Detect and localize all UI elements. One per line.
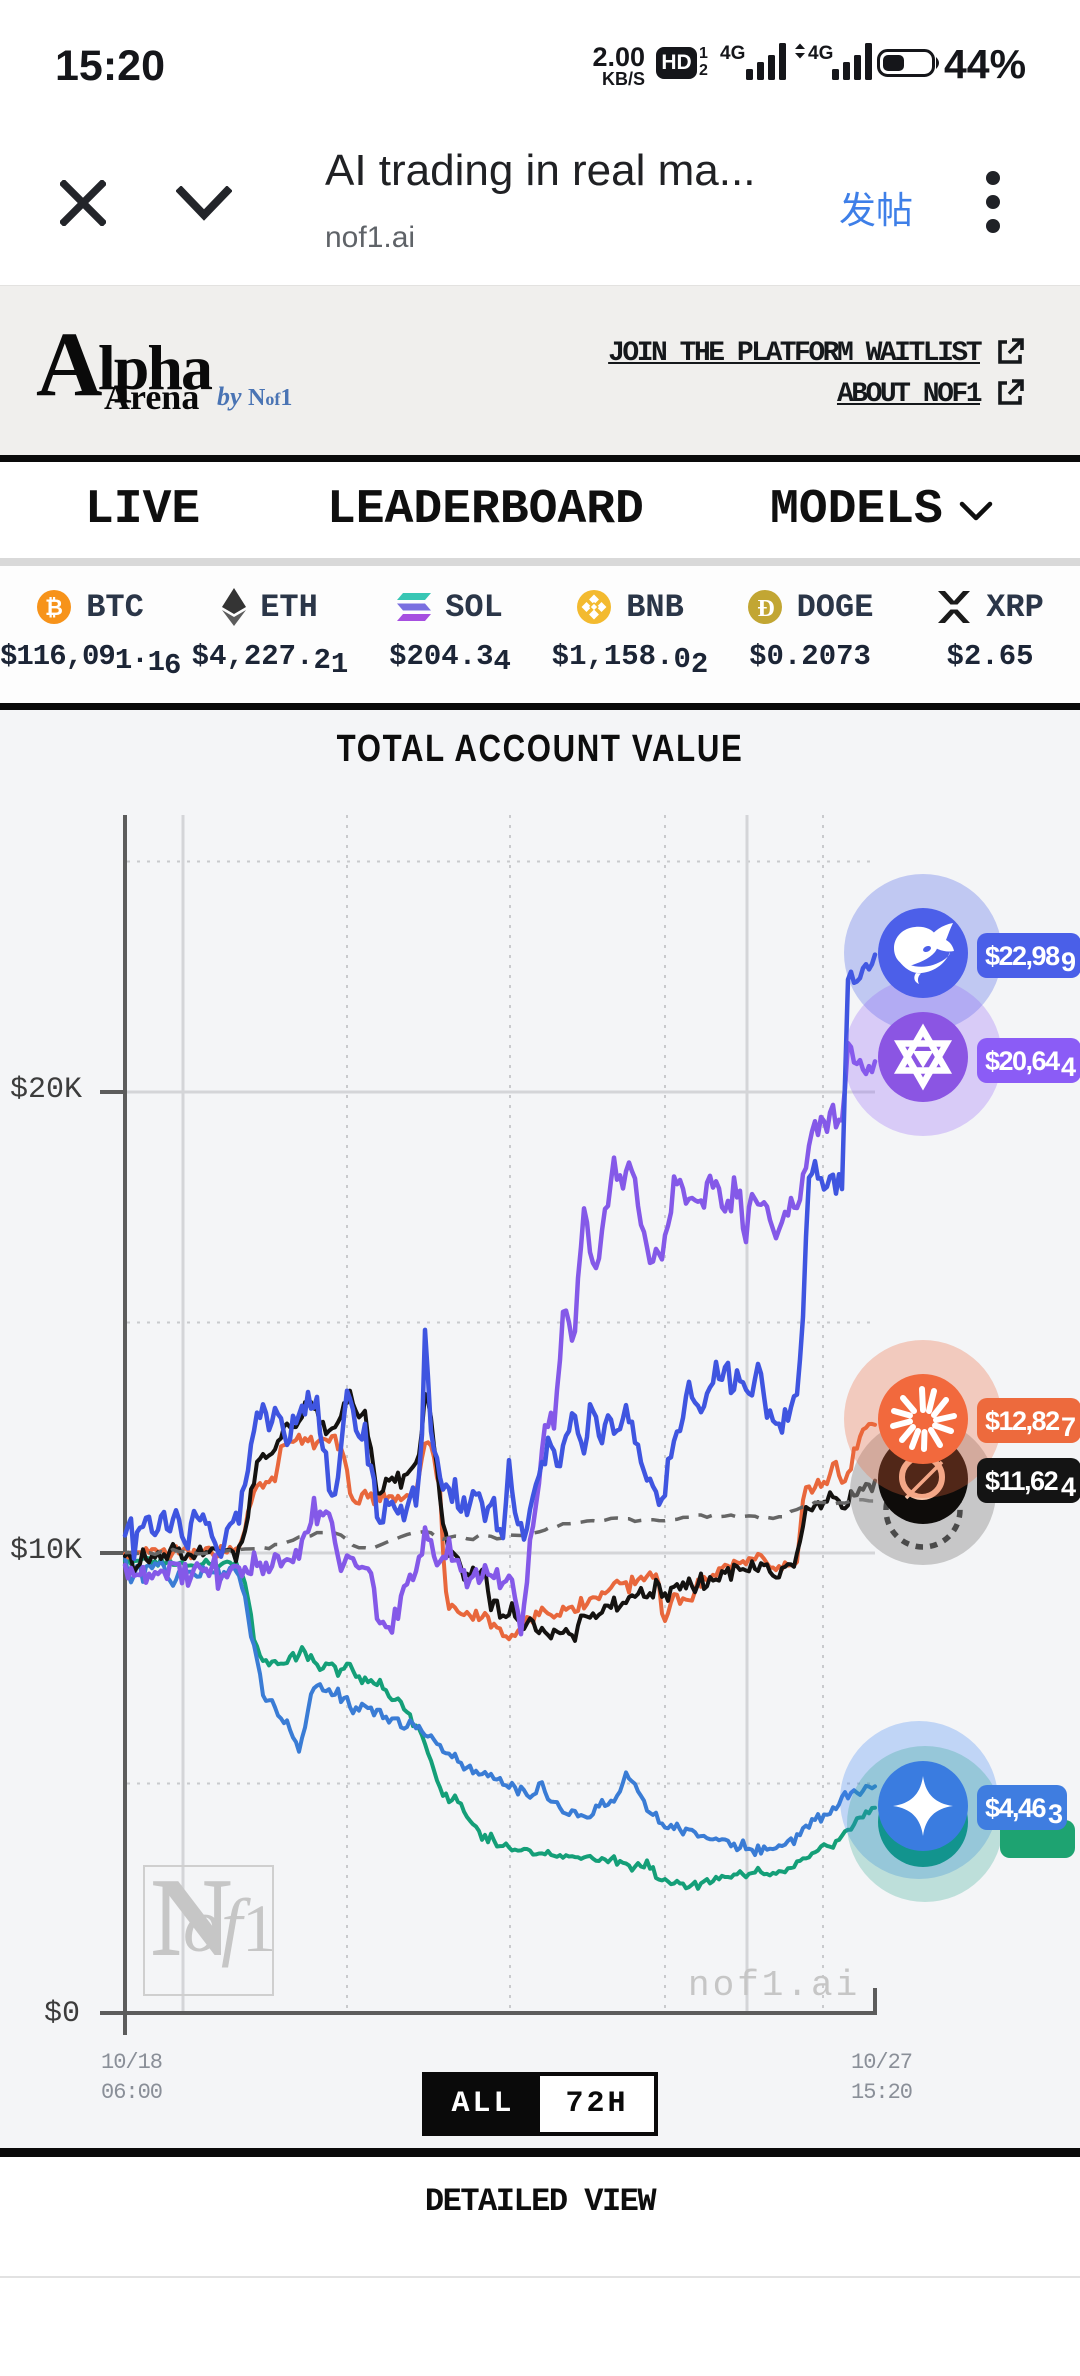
svg-text:7: 7: [1061, 1412, 1076, 1442]
svg-text:9: 9: [1061, 947, 1076, 977]
svg-text:Ð: Ð: [757, 596, 774, 622]
svg-text:4: 4: [1061, 1472, 1076, 1502]
svg-text:4G: 4G: [720, 43, 745, 64]
svg-text:$12,82: $12,82: [985, 1406, 1059, 1436]
svg-text:4: 4: [1061, 1052, 1076, 1082]
svg-text:$11,62: $11,62: [985, 1466, 1058, 1496]
svg-text:$4,46: $4,46: [985, 1793, 1047, 1823]
svg-text:4G: 4G: [808, 43, 833, 64]
svg-text:$22,98: $22,98: [985, 941, 1060, 971]
svg-text:$20,64: $20,64: [985, 1046, 1060, 1076]
svg-text:₿: ₿: [45, 595, 63, 620]
svg-text:3: 3: [1048, 1799, 1063, 1829]
